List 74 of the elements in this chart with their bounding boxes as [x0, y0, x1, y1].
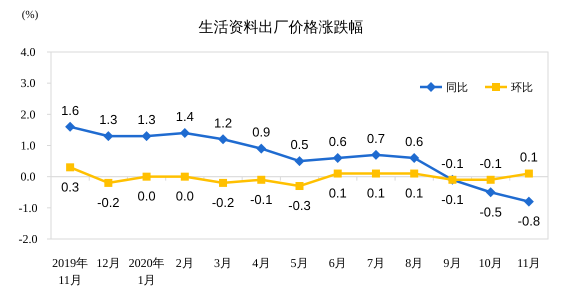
point — [104, 178, 112, 187]
point — [486, 176, 495, 184]
y-tick-label: -2.0 — [18, 232, 38, 246]
data-label: 1.3 — [99, 112, 118, 128]
data-label: 1.4 — [176, 109, 194, 124]
data-label: -0.8 — [518, 214, 540, 229]
x-tick-label: 12月 — [96, 256, 120, 270]
point — [294, 156, 304, 166]
x-tick-label: 2019年 11月 — [52, 256, 88, 287]
x-tick-label: 9月 — [443, 256, 462, 270]
point — [103, 131, 114, 142]
data-label: 0.9 — [252, 124, 270, 140]
data-label: 1.6 — [61, 102, 80, 118]
x-tick-label: 3月 — [214, 256, 232, 270]
point — [334, 170, 342, 178]
point — [372, 170, 380, 178]
x-tick-label: 11月 — [517, 256, 541, 270]
data-label: 0.0 — [176, 188, 194, 204]
point — [332, 152, 343, 163]
data-label: 0.3 — [61, 179, 80, 194]
y-tick-label: 3.0 — [20, 76, 36, 90]
data-label: -0.2 — [212, 194, 234, 210]
data-label: -0.1 — [479, 156, 502, 171]
data-label: -0.1 — [441, 156, 464, 171]
point — [218, 134, 228, 144]
data-label: 0.1 — [366, 186, 385, 201]
data-label: -0.1 — [441, 192, 464, 207]
point — [142, 131, 152, 142]
y-tick-label: 4.0 — [20, 45, 36, 59]
x-tick-label: 2月 — [176, 256, 194, 270]
point — [257, 176, 266, 184]
x-tick-label: 6月 — [328, 256, 347, 270]
data-label: -0.1 — [250, 192, 272, 207]
point — [296, 182, 304, 190]
x-tick-label: 4月 — [252, 256, 270, 270]
point — [142, 172, 151, 181]
x-tick-label: 10月 — [478, 256, 503, 270]
data-label: 0.5 — [290, 137, 309, 152]
point — [180, 172, 189, 181]
point — [524, 170, 533, 178]
data-label: -0.3 — [288, 198, 311, 214]
y-tick-label: -1.0 — [18, 200, 38, 215]
data-label: 1.2 — [214, 115, 232, 130]
x-tick-label: 5月 — [290, 256, 308, 270]
y-axis-title: (%) — [22, 9, 39, 21]
data-label: 0.6 — [405, 134, 424, 149]
y-tick-label: 1.0 — [20, 138, 36, 152]
x-tick-label: 8月 — [405, 256, 424, 270]
data-label: -0.2 — [97, 194, 120, 210]
point — [256, 144, 266, 154]
data-label: -0.5 — [479, 204, 502, 220]
y-tick-label: 0.0 — [20, 170, 36, 184]
point — [410, 170, 418, 178]
x-tick-label: 2020年 1月 — [128, 256, 165, 287]
data-label: 0.1 — [405, 186, 424, 201]
chart-title: 生活资料出厂价格涨跌幅 — [198, 18, 364, 36]
data-label: 0.1 — [328, 186, 347, 201]
legend-label: 同比 — [446, 81, 468, 94]
data-label: 1.3 — [138, 112, 156, 128]
point — [524, 196, 534, 207]
point — [409, 152, 420, 163]
data-label: 0.1 — [520, 150, 538, 165]
data-label: 0.7 — [366, 130, 385, 146]
point — [66, 163, 74, 172]
data-label: 0.0 — [138, 188, 156, 204]
point — [180, 128, 190, 138]
legend-label: 环比 — [511, 81, 533, 94]
point — [486, 187, 496, 198]
point — [65, 122, 76, 132]
x-tick-label: 7月 — [366, 256, 385, 270]
y-tick-label: 2.0 — [20, 107, 36, 122]
data-label: 0.6 — [328, 134, 347, 149]
point — [219, 178, 228, 187]
point — [370, 150, 381, 160]
